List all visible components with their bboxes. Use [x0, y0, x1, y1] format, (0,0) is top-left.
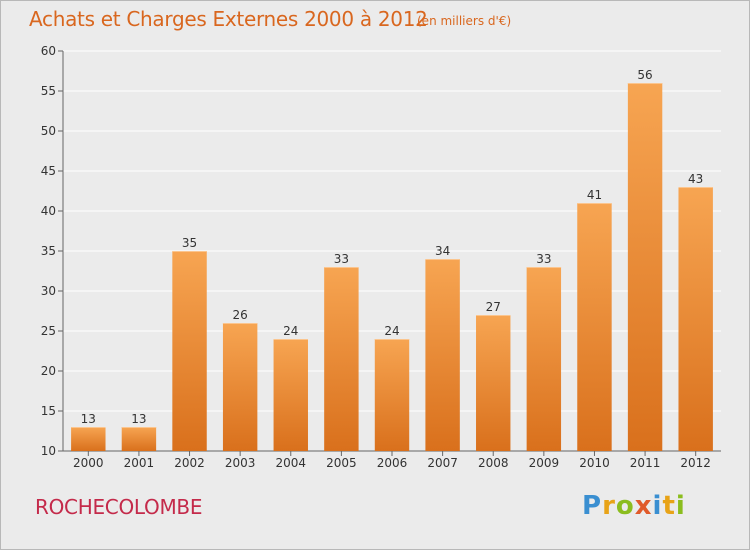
value-label: 13	[81, 412, 96, 426]
x-tick-label: 2008	[478, 456, 509, 470]
bar-cap	[324, 267, 359, 268]
bar	[324, 267, 359, 451]
x-tick-label: 2009	[529, 456, 560, 470]
commune-name: ROCHECOLOMBE	[35, 495, 203, 519]
y-tick-label: 30	[41, 284, 56, 298]
proxiti-logo[interactable]: Proxiti	[582, 491, 686, 521]
x-tick-label: 2007	[427, 456, 458, 470]
x-tick-label: 2005	[326, 456, 357, 470]
x-tick-label: 2004	[275, 456, 306, 470]
bars	[71, 83, 713, 451]
bar	[678, 187, 713, 451]
value-label: 33	[334, 252, 349, 266]
bar-cap	[71, 427, 106, 428]
value-label: 24	[384, 324, 399, 338]
y-tick-label: 40	[41, 204, 56, 218]
bar	[172, 251, 207, 451]
value-label: 34	[435, 244, 450, 258]
x-tick-label: 2012	[680, 456, 711, 470]
y-tick-label: 45	[41, 164, 56, 178]
bar-cap	[121, 427, 157, 428]
bar	[425, 259, 460, 451]
value-label: 13	[131, 412, 146, 426]
bar	[273, 339, 308, 451]
bar	[121, 427, 157, 451]
bar	[526, 267, 562, 451]
bar-cap	[526, 267, 562, 268]
value-label: 43	[688, 172, 703, 186]
bar-cap	[172, 251, 207, 252]
y-tick-label: 10	[41, 444, 56, 458]
bar-cap	[222, 323, 258, 324]
y-tick-label: 55	[41, 84, 56, 98]
chart-title: Achats et Charges Externes 2000 à 2012	[29, 7, 428, 31]
value-label: 24	[283, 324, 298, 338]
y-tick-label: 60	[41, 44, 56, 58]
y-tick-label: 35	[41, 244, 56, 258]
bar	[71, 427, 106, 451]
bar-cap	[627, 83, 663, 84]
bar-cap	[273, 339, 308, 340]
bar-cap	[577, 203, 612, 204]
x-tick-label: 2010	[579, 456, 610, 470]
bar	[374, 339, 410, 451]
x-tick-label: 2002	[174, 456, 205, 470]
x-tick-label: 2001	[124, 456, 155, 470]
bar	[222, 323, 258, 451]
value-label: 26	[233, 308, 248, 322]
x-tick-label: 2000	[73, 456, 104, 470]
x-tick-label: 2006	[377, 456, 408, 470]
bar-cap	[374, 339, 410, 340]
value-labels: 13 13 35 26 24 33 24 34 27 33 41 56 43	[81, 68, 704, 426]
value-label: 33	[536, 252, 551, 266]
y-tick-label: 25	[41, 324, 56, 338]
bar-cap	[476, 315, 511, 316]
value-label: 56	[637, 68, 652, 82]
bar-cap	[425, 259, 460, 260]
bar	[577, 203, 612, 451]
value-label: 27	[486, 300, 501, 314]
y-tick-label: 15	[41, 404, 56, 418]
x-tick-label: 2003	[225, 456, 256, 470]
bar	[476, 315, 511, 451]
x-tick-label: 2011	[630, 456, 661, 470]
value-label: 35	[182, 236, 197, 250]
value-label: 41	[587, 188, 602, 202]
bar-cap	[678, 187, 713, 188]
y-tick-label: 20	[41, 364, 56, 378]
y-tick-label: 50	[41, 124, 56, 138]
chart-subtitle: (en milliers d'€)	[417, 14, 512, 28]
bar	[627, 83, 663, 451]
